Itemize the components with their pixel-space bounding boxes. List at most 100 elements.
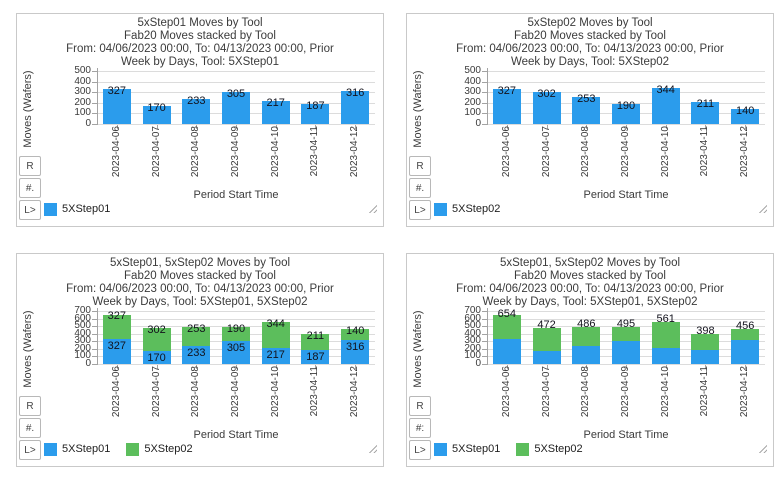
legend-label: 5XStep02	[452, 203, 501, 215]
bar-value-label: 140	[345, 325, 365, 338]
bar-value-label: 233	[187, 95, 206, 108]
bar-5XStep01[interactable]	[182, 346, 211, 364]
bar-5XStep01[interactable]	[731, 340, 760, 364]
y-tick-label: 600	[464, 312, 481, 324]
chart-toolbar: R #. L>	[19, 156, 43, 222]
legend-item-5XStep01[interactable]: 5XStep01	[44, 442, 110, 456]
resize-grip[interactable]	[368, 204, 377, 213]
bar-5XStep01[interactable]	[182, 99, 211, 124]
x-tick	[275, 365, 277, 369]
bar-5XStep01[interactable]	[222, 91, 250, 124]
toolbar-button-values[interactable]: #.	[19, 418, 41, 438]
resize-grip[interactable]	[758, 204, 767, 213]
bar-value-label: 327	[497, 85, 517, 98]
toolbar-button-legend[interactable]: L>	[19, 200, 41, 220]
bar-5XStep02[interactable]	[731, 109, 760, 124]
legend-label: 5XStep02	[144, 443, 193, 455]
bar-5XStep01[interactable]	[341, 340, 370, 364]
bar-5XStep02[interactable]	[222, 326, 250, 341]
resize-grip[interactable]	[368, 444, 377, 453]
legend-item-5XStep02[interactable]: 5XStep02	[434, 202, 501, 216]
y-tick	[92, 92, 97, 94]
bar-5XStep02[interactable]	[492, 314, 521, 340]
bar-5XStep01[interactable]	[651, 347, 680, 364]
bar-5XStep02[interactable]	[261, 321, 290, 348]
bar-5XStep01[interactable]	[301, 104, 330, 124]
toolbar-button-r[interactable]: R	[409, 396, 431, 416]
bar-total-label: 654	[497, 308, 517, 320]
x-axis-labels: 2023-04-06 2023-04-07 2023-04-08 2023-04-09…	[97, 366, 375, 428]
bar-5XStep01[interactable]	[102, 339, 131, 364]
bar-5XStep01[interactable]	[612, 340, 640, 364]
x-tick	[546, 365, 548, 369]
y-tick	[482, 333, 487, 335]
bar-5XStep02[interactable]	[731, 329, 760, 341]
y-tick-label: 300	[74, 335, 91, 347]
bar-5XStep01[interactable]	[261, 347, 290, 364]
legend-item-5XStep02[interactable]: 5XStep02	[126, 442, 193, 456]
x-tick	[116, 365, 118, 369]
bar-5XStep02[interactable]	[142, 328, 171, 352]
legend-item-5XStep02[interactable]: 5XStep02	[516, 442, 583, 456]
legend-item-5XStep01[interactable]: 5XStep01	[44, 202, 110, 216]
y-tick-label: 400	[464, 327, 481, 339]
bar-5XStep01[interactable]	[301, 349, 330, 364]
bar-5XStep02[interactable]	[651, 87, 680, 124]
bar-5XStep02[interactable]	[182, 327, 211, 347]
chart-tool-line: Week by Days, Tool: 5XStep01, 5XStep02	[92, 296, 308, 308]
bar-5XStep01[interactable]	[532, 351, 561, 364]
bar-5XStep02[interactable]	[651, 321, 680, 348]
chart-subtitle-line: Fab20 Moves stacked by Tool	[124, 270, 276, 282]
bar-5XStep02[interactable]	[341, 329, 370, 341]
bar-5XStep01[interactable]	[222, 340, 250, 364]
bar-value-label: 253	[577, 93, 596, 106]
bar-value-label: 217	[266, 348, 285, 361]
bar-5XStep02[interactable]	[572, 97, 601, 124]
toolbar-button-legend[interactable]: L>	[409, 200, 431, 220]
bar-5XStep02[interactable]	[301, 333, 330, 350]
chart-title-line: 5xStep01 Moves by Tool	[137, 17, 263, 29]
bar-5XStep02[interactable]	[691, 333, 720, 350]
chart-title-block: 5xStep01 Moves by Tool Fab20 Moves stack…	[17, 17, 383, 69]
toolbar-button-values[interactable]: #:	[409, 418, 431, 438]
y-axis-title: Moves (Wafers)	[22, 70, 34, 148]
bar-5XStep01[interactable]	[102, 89, 131, 124]
y-tick	[482, 71, 487, 72]
bar-5XStep02[interactable]	[102, 314, 131, 340]
toolbar-button-values[interactable]: #.	[409, 178, 431, 198]
y-tick-label: 700	[74, 305, 91, 316]
bar-5XStep02[interactable]	[612, 103, 640, 124]
bar-5XStep02[interactable]	[572, 327, 601, 347]
x-tick	[275, 125, 277, 129]
y-tick	[482, 113, 487, 115]
bar-5XStep01[interactable]	[572, 346, 601, 364]
bar-5XStep01[interactable]	[341, 90, 370, 124]
legend-swatch	[44, 202, 57, 216]
bar-5XStep02[interactable]	[532, 328, 561, 352]
bar-5XStep02[interactable]	[532, 92, 561, 124]
legend-item-5XStep01[interactable]: 5XStep01	[434, 442, 500, 456]
x-tick	[355, 125, 357, 129]
bar-5XStep01[interactable]	[691, 349, 720, 364]
toolbar-button-values[interactable]: #.	[19, 178, 41, 198]
toolbar-button-legend[interactable]: L>	[409, 440, 431, 460]
x-tick	[156, 125, 158, 129]
toolbar-button-r[interactable]: R	[19, 156, 41, 176]
x-tick	[745, 365, 747, 369]
bar-5XStep02[interactable]	[612, 326, 640, 341]
toolbar-button-r[interactable]: R	[409, 156, 431, 176]
x-tick-label: 2023-04-06	[110, 366, 122, 418]
bar-5XStep01[interactable]	[261, 101, 290, 124]
bar-5XStep02[interactable]	[492, 89, 521, 124]
toolbar-button-r[interactable]: R	[19, 396, 41, 416]
x-tick	[236, 365, 237, 369]
bar-5XStep01[interactable]	[142, 351, 171, 364]
bar-5XStep01[interactable]	[492, 339, 521, 364]
toolbar-button-legend[interactable]: L>	[19, 440, 41, 460]
bar-5XStep02[interactable]	[691, 101, 720, 124]
x-tick-label: 2023-04-11	[699, 126, 711, 177]
gridline	[97, 71, 375, 72]
resize-grip[interactable]	[758, 444, 767, 453]
y-tick-label: 100	[464, 350, 481, 362]
bar-5XStep01[interactable]	[142, 105, 171, 124]
